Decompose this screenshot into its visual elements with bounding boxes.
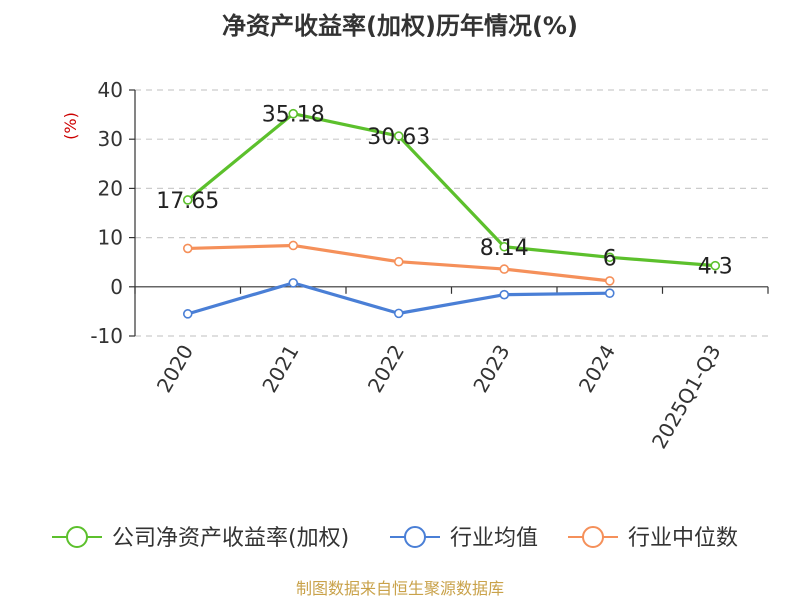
legend-label: 行业中位数 xyxy=(628,526,738,551)
x-tick-label: 2025Q1-Q3 xyxy=(647,341,726,453)
grid-lines xyxy=(135,89,768,337)
data-label: 6 xyxy=(603,246,617,271)
data-point xyxy=(288,240,299,251)
data-label: 17.65 xyxy=(156,189,219,214)
y-tick-label: 10 xyxy=(98,226,123,250)
legend-label: 公司净资产收益率(加权) xyxy=(112,526,349,551)
y-tick-label: 0 xyxy=(110,275,123,299)
x-axis: 2020 2021 2022 2023 2024 2025Q1-Q3 xyxy=(134,286,769,453)
x-tick-label: 2021 xyxy=(257,341,303,397)
series-line xyxy=(186,112,716,268)
data-point xyxy=(604,276,615,286)
x-tick-label: 2024 xyxy=(574,341,620,397)
legend-marker xyxy=(582,526,604,548)
data-point xyxy=(393,256,404,267)
series-lines xyxy=(182,108,721,319)
data-point xyxy=(288,278,299,288)
data-point xyxy=(288,108,299,119)
y-tick-label: -10 xyxy=(90,324,123,348)
y-axis-unit: (%) xyxy=(61,112,80,140)
data-point xyxy=(499,241,510,252)
data-point xyxy=(182,195,193,205)
data-label: 35.18 xyxy=(262,103,325,128)
data-label: 30.63 xyxy=(367,125,430,150)
y-tick-label: 20 xyxy=(98,176,123,200)
legend-label: 行业均值 xyxy=(450,526,538,551)
y-tick-label: 30 xyxy=(98,127,123,151)
data-point xyxy=(182,243,193,254)
data-point xyxy=(393,131,404,141)
data-point xyxy=(604,288,615,298)
legend: 公司净资产收益率(加权) 行业均值 行业中位数 xyxy=(52,526,738,551)
data-label: 8.14 xyxy=(480,236,529,261)
x-tick-label: 2022 xyxy=(363,341,409,397)
data-point xyxy=(604,252,615,263)
y-tick-label: 40 xyxy=(98,78,123,102)
source-note: 制图数据来自恒生聚源数据库 xyxy=(296,579,504,598)
y-axis-ticks: 40 30 20 10 0 -10 xyxy=(90,78,136,348)
data-point xyxy=(499,264,510,274)
data-labels: 17.65 35.18 30.63 8.14 6 4.3 xyxy=(156,103,732,280)
data-point xyxy=(182,309,193,319)
data-point xyxy=(393,308,404,319)
chart-title: 净资产收益率(加权)历年情况(%) xyxy=(222,12,578,40)
data-label: 4.3 xyxy=(698,255,733,280)
data-point xyxy=(499,289,510,300)
x-tick-label: 2020 xyxy=(152,341,198,397)
x-tick-label: 2023 xyxy=(468,341,514,397)
data-point xyxy=(710,260,721,271)
legend-marker xyxy=(404,526,426,548)
legend-marker xyxy=(66,526,88,548)
